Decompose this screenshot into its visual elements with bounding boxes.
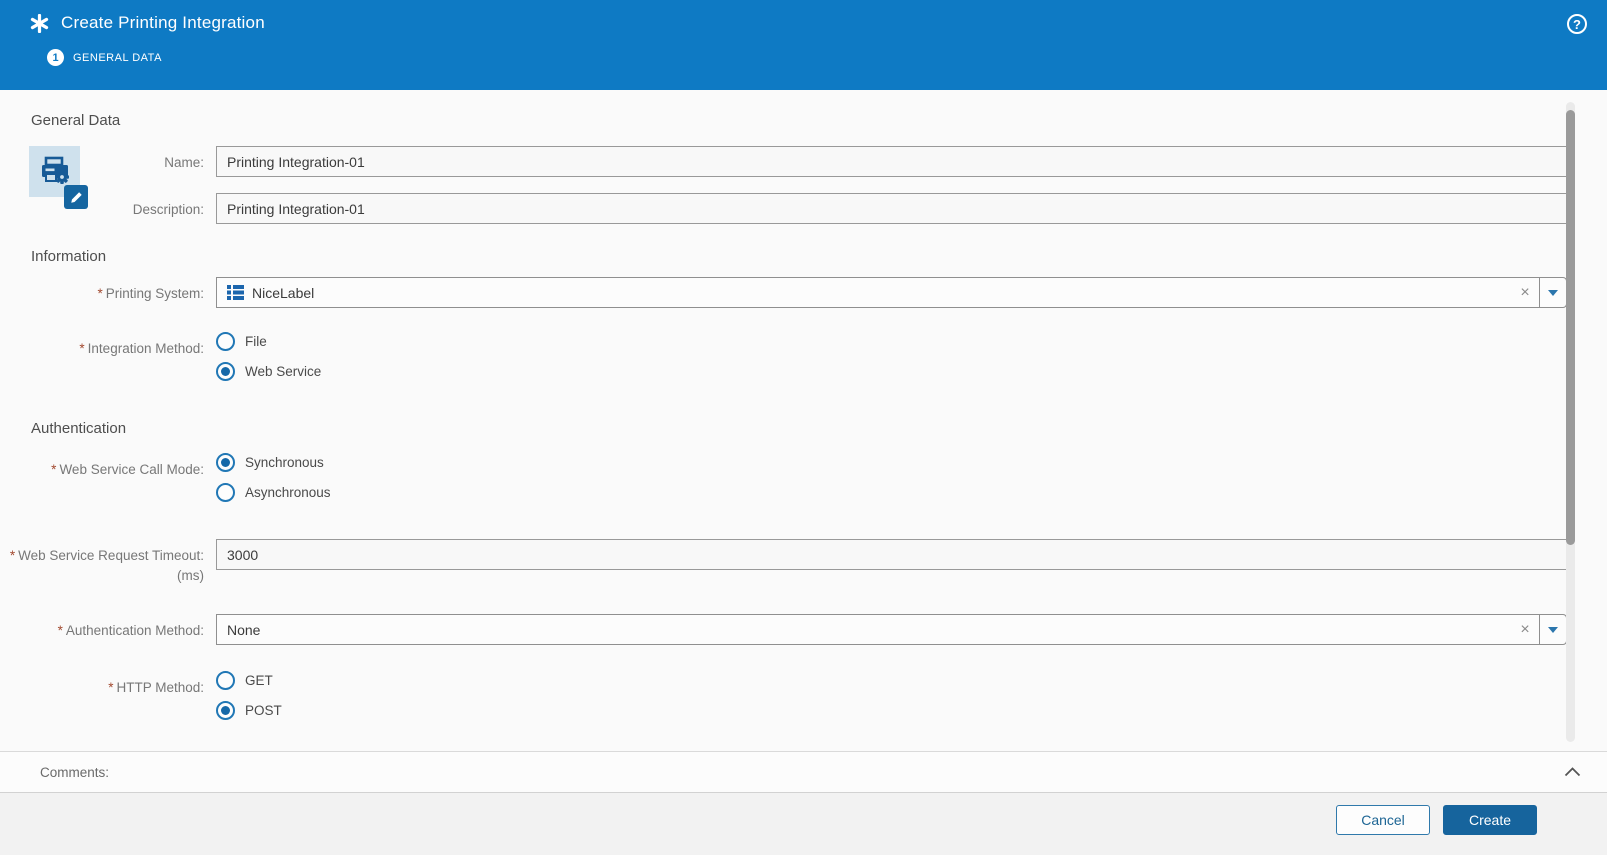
call-mode-label: * Web Service Call Mode: <box>51 462 204 477</box>
clear-icon[interactable]: × <box>1520 620 1530 638</box>
chevron-down-icon <box>1548 289 1558 296</box>
pencil-icon <box>70 191 82 203</box>
section-heading-authentication: Authentication <box>31 420 127 437</box>
integration-method-radio-group: File Web Service <box>216 332 1567 392</box>
page-title: Create Printing Integration <box>61 13 265 32</box>
section-heading-information: Information <box>31 248 107 265</box>
clear-icon[interactable]: × <box>1520 283 1530 301</box>
name-input[interactable] <box>216 146 1567 177</box>
radio-option-synchronous[interactable]: Synchronous <box>216 453 1567 472</box>
dropdown-toggle[interactable] <box>1539 278 1566 307</box>
description-label: Description: <box>132 202 204 217</box>
required-marker: * <box>57 623 63 639</box>
scrollbar-thumb[interactable] <box>1566 110 1575 545</box>
required-marker: * <box>97 286 103 301</box>
integration-method-label: * Integration Method: <box>79 341 204 356</box>
required-marker: * <box>51 462 57 477</box>
wizard-step: 1 GENERAL DATA <box>47 49 1607 66</box>
description-input[interactable] <box>216 193 1567 224</box>
edit-icon-button[interactable] <box>64 185 88 209</box>
radio-option-file[interactable]: File <box>216 332 1567 351</box>
dropdown-toggle[interactable] <box>1539 615 1566 645</box>
radio-option-get[interactable]: GET <box>216 671 1567 691</box>
comments-label: Comments: <box>40 764 110 780</box>
required-marker: * <box>108 680 114 696</box>
header: Create Printing Integration ? 1 GENERAL … <box>0 0 1607 90</box>
radio-option-asynchronous[interactable]: Asynchronous <box>216 483 1567 502</box>
step-label: GENERAL DATA <box>73 51 162 64</box>
radio-circle <box>216 483 235 502</box>
asterisk-icon <box>30 13 49 33</box>
section-heading-general-data: General Data <box>31 112 121 129</box>
authentication-method-value[interactable]: None <box>227 621 261 638</box>
timeout-input[interactable] <box>216 539 1567 570</box>
http-method-radio-group: GET POST <box>216 671 1567 731</box>
required-marker: * <box>79 341 85 356</box>
radio-option-post[interactable]: POST <box>216 701 1567 721</box>
printing-system-label: * Printing System: <box>97 286 204 301</box>
create-button[interactable]: Create <box>1443 805 1537 835</box>
nicelabel-icon <box>227 285 244 300</box>
radio-circle <box>216 671 235 691</box>
required-marker: * <box>9 548 16 563</box>
name-label: Name: <box>164 155 204 170</box>
radio-circle <box>216 362 235 381</box>
authentication-method-label: * Authentication Method: <box>57 623 204 639</box>
call-mode-radio-group: Synchronous Asynchronous <box>216 453 1567 513</box>
cancel-button[interactable]: Cancel <box>1336 805 1430 835</box>
collapse-button[interactable] <box>1564 767 1581 777</box>
header-title-row: Create Printing Integration <box>0 0 1607 33</box>
radio-option-web-service[interactable]: Web Service <box>216 362 1567 381</box>
printer-gear-icon <box>41 156 69 184</box>
radio-circle <box>216 701 235 721</box>
timeout-label: * Web Service Request Timeout: (ms) <box>9 548 204 583</box>
radio-circle <box>216 453 235 472</box>
chevron-down-icon <box>1548 626 1558 633</box>
integration-type-icon <box>29 146 88 209</box>
footer: Cancel Create <box>0 793 1607 855</box>
authentication-method-combobox[interactable]: None × <box>216 614 1567 646</box>
step-number-badge: 1 <box>47 49 64 66</box>
printing-system-value[interactable]: NiceLabel <box>217 278 1511 307</box>
help-icon[interactable]: ? <box>1567 14 1587 34</box>
comments-bar: Comments: <box>0 751 1607 793</box>
radio-circle <box>216 332 235 351</box>
printing-system-combobox[interactable]: NiceLabel × <box>216 277 1567 308</box>
form-scroll-area: General Data <box>0 90 1607 751</box>
chevron-up-icon <box>1564 767 1581 777</box>
http-method-label: * HTTP Method: <box>108 680 204 696</box>
